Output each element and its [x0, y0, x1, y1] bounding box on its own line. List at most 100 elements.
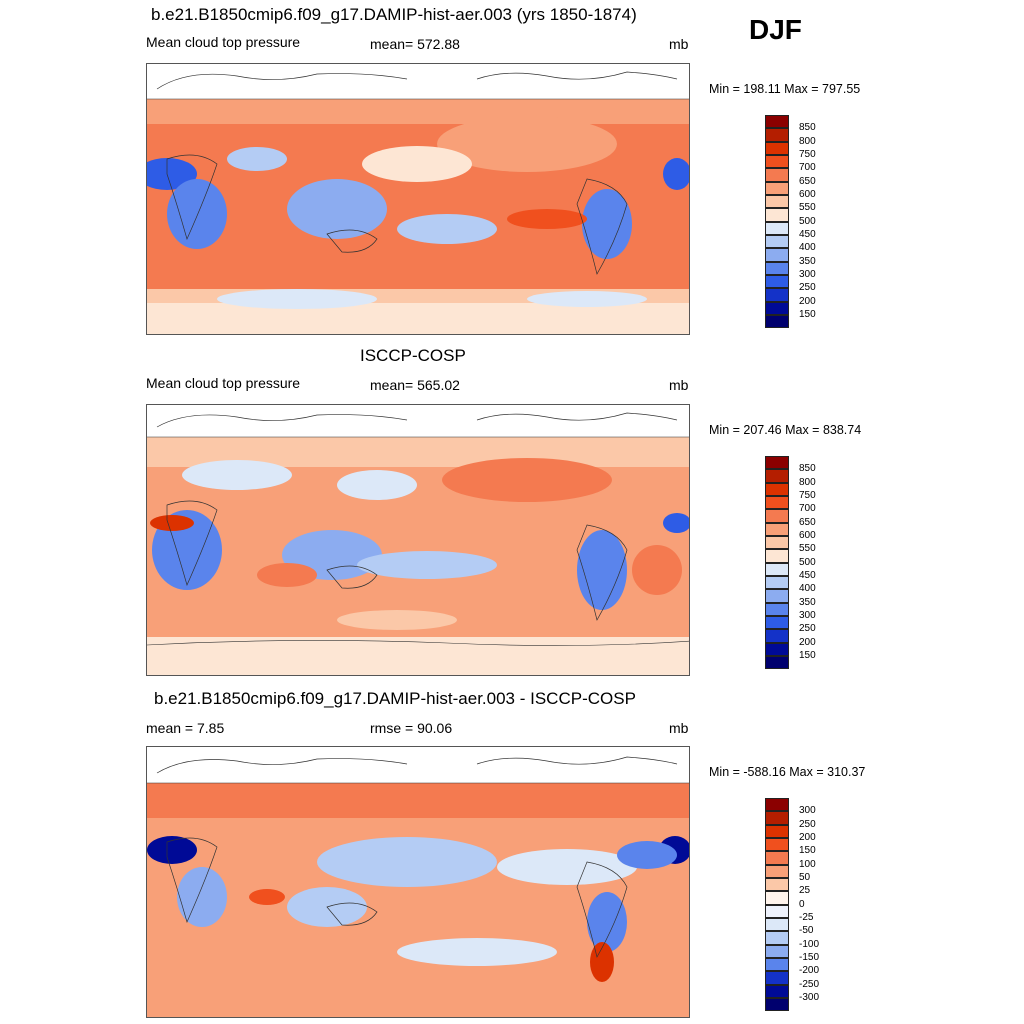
colorbar-tick-label: -100	[799, 938, 820, 950]
colorbar-swatch	[765, 221, 789, 235]
colorbar-swatch	[765, 971, 789, 985]
colorbar-swatch	[765, 877, 789, 892]
colorbar-swatch	[765, 655, 789, 670]
colorbar-tick-label: 100	[799, 858, 816, 870]
colorbar-tick-label: 300	[799, 805, 816, 817]
colorbar-swatch	[765, 495, 789, 510]
colorbar-swatch	[765, 549, 789, 563]
season-label: DJF	[749, 14, 802, 45]
colorbar-tick-label: 550	[799, 202, 816, 214]
colorbar-swatch	[765, 931, 789, 945]
colorbar-tick-label: 350	[799, 596, 816, 608]
colorbar-tick-label: 850	[799, 122, 816, 134]
colorbar-swatch	[765, 522, 789, 536]
colorbar-swatch	[765, 115, 789, 129]
panel-1-mean-label: mean= 572.88	[370, 36, 460, 52]
colorbar-tick-label: 700	[799, 503, 816, 515]
colorbar-tick-label: -200	[799, 965, 820, 977]
colorbar-swatch	[765, 535, 789, 550]
panel-3-title: b.e21.B1850cmip6.f09_g17.DAMIP-hist-aer.…	[154, 689, 636, 708]
panel-3-rmse-label: rmse = 90.06	[370, 720, 453, 736]
panel-2-variable-label: Mean cloud top pressure	[146, 375, 301, 391]
colorbar-swatch	[765, 469, 789, 483]
colorbar-tick-label: 600	[799, 529, 816, 541]
colorbar-swatch	[765, 261, 789, 275]
colorbar-tick-label: 750	[799, 148, 816, 160]
colorbar-tick-label: 650	[799, 175, 816, 187]
colorbar-tick-label: 150	[799, 649, 816, 661]
colorbar-swatch	[765, 248, 789, 262]
colorbar-tick-label: 650	[799, 516, 816, 528]
colorbar-swatch	[765, 288, 789, 302]
colorbar-swatch	[765, 917, 789, 932]
colorbar-swatch	[765, 944, 789, 958]
colorbar-swatch	[765, 891, 789, 905]
colorbar-swatch	[765, 997, 789, 1012]
colorbar-tick-label: 800	[799, 476, 816, 488]
colorbar-swatch	[765, 642, 789, 656]
colorbar-tick-label: 500	[799, 556, 816, 568]
panel-1-minmax-label: Min = 198.11 Max = 797.55	[709, 82, 861, 96]
colorbar-tick-label: 700	[799, 162, 816, 174]
colorbar-swatch	[765, 141, 789, 155]
panel-2-minmax-label: Min = 207.46 Max = 838.74	[709, 423, 862, 437]
colorbar-swatch	[765, 562, 789, 576]
panel-1-variable-label: Mean cloud top pressure	[146, 34, 301, 50]
colorbar-swatch	[765, 984, 789, 998]
colorbar-swatch	[765, 837, 789, 852]
colorbar-swatch	[765, 274, 789, 289]
colorbar-swatch	[765, 851, 789, 865]
colorbar-tick-label: 200	[799, 295, 816, 307]
colorbar-swatch	[765, 181, 789, 195]
colorbar-tick-label: 350	[799, 255, 816, 267]
colorbar-tick-label: 300	[799, 268, 816, 280]
colorbar-tick-label: -50	[799, 925, 814, 937]
panel-3-map	[146, 746, 690, 1018]
colorbar-tick-label: -300	[799, 991, 820, 1003]
colorbar-tick-label: 400	[799, 583, 816, 595]
colorbar-tick-label: 200	[799, 636, 816, 648]
colorbar-tick-label: 250	[799, 282, 816, 294]
colorbar-tick-label: -250	[799, 978, 820, 990]
colorbar-swatch	[765, 575, 789, 590]
panel-2-unit-label: mb	[669, 377, 689, 393]
colorbar-tick-label: 300	[799, 609, 816, 621]
colorbar-tick-label: 450	[799, 569, 816, 581]
colorbar-swatch	[765, 904, 789, 918]
colorbar-tick-label: 25	[799, 885, 811, 897]
colorbar-swatch	[765, 314, 789, 329]
colorbar-tick-label: 250	[799, 623, 816, 635]
panel-3-colorbar: 300 250 200 150 100 50 25 0 -25 -50 -100 -150 -200 -2…	[765, 798, 819, 1012]
colorbar-swatch	[765, 602, 789, 616]
colorbar-tick-label: 250	[799, 818, 816, 830]
panel-2-title: ISCCP-COSP	[360, 346, 466, 365]
colorbar-swatch	[765, 482, 789, 496]
colorbar-swatch	[765, 957, 789, 972]
colorbar-swatch	[765, 509, 789, 523]
colorbar-swatch	[765, 194, 789, 209]
colorbar-tick-label: 450	[799, 228, 816, 240]
colorbar-tick-label: -150	[799, 951, 820, 963]
colorbar-swatch	[765, 589, 789, 603]
colorbar-tick-label: 150	[799, 308, 816, 320]
colorbar-swatch	[765, 456, 789, 470]
panel-2-map	[146, 404, 690, 676]
colorbar-tick-label: 200	[799, 831, 816, 843]
panel-3-mean-label: mean = 7.85	[146, 720, 225, 736]
colorbar-tick-label: 750	[799, 489, 816, 501]
panel-3-unit-label: mb	[669, 720, 689, 736]
panel-1-map	[146, 63, 690, 335]
colorbar-swatch	[765, 811, 789, 825]
colorbar-tick-label: -25	[799, 911, 814, 923]
colorbar-tick-label: 150	[799, 845, 816, 857]
panel-1-title: b.e21.B1850cmip6.f09_g17.DAMIP-hist-aer.…	[151, 5, 637, 24]
panel-2-colorbar: 850 800 750 700 650 600 550 500 450 400 350 300 250 2…	[765, 456, 816, 670]
colorbar-swatch	[765, 128, 789, 142]
colorbar-tick-label: 500	[799, 215, 816, 227]
colorbar-swatch	[765, 154, 789, 169]
colorbar-swatch	[765, 629, 789, 643]
colorbar-swatch	[765, 615, 789, 630]
colorbar-swatch	[765, 864, 789, 878]
colorbar-tick-label: 50	[799, 871, 811, 883]
colorbar-swatch	[765, 798, 789, 812]
